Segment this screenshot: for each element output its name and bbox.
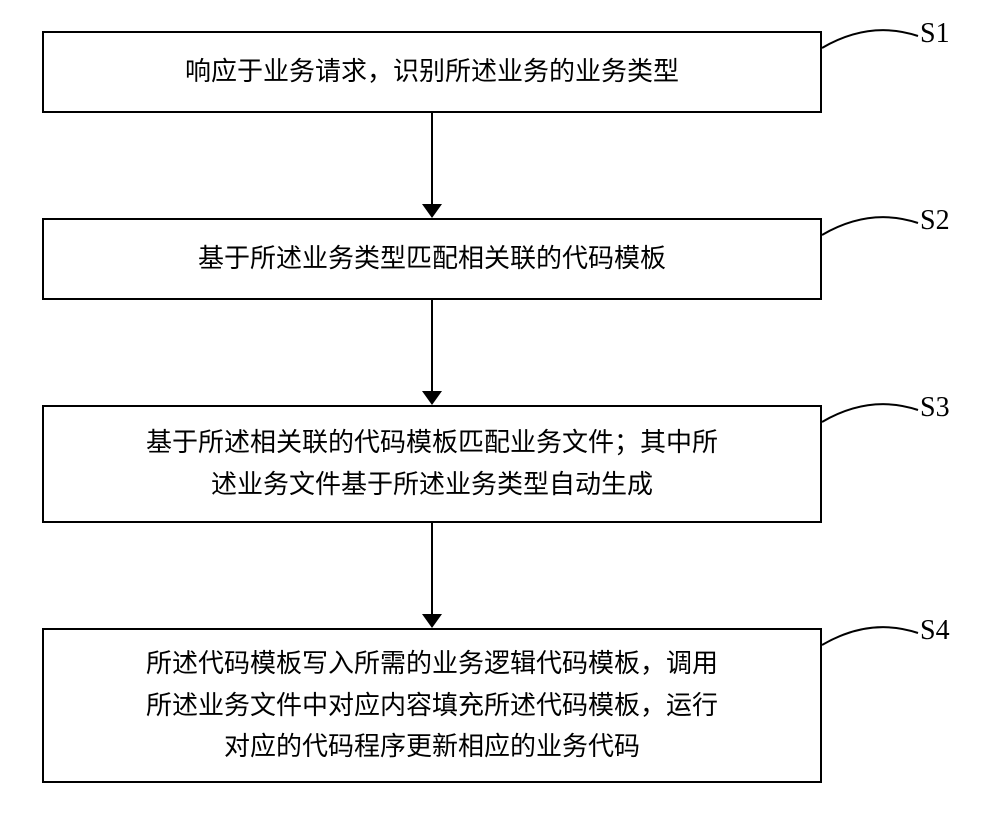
edge-s3-s4-head: [422, 614, 442, 628]
step-label-s1: S1: [920, 18, 950, 50]
flowchart-node-s4: 所述代码模板写入所需的业务逻辑代码模板，调用 所述业务文件中对应内容填充所述代码…: [42, 628, 822, 783]
node-text-s2: 基于所述业务类型匹配相关联的代码模板: [198, 238, 666, 280]
node-text-s3: 基于所述相关联的代码模板匹配业务文件；其中所 述业务文件基于所述业务类型自动生成: [146, 422, 718, 505]
flowchart-canvas: 响应于业务请求，识别所述业务的业务类型 S1 基于所述业务类型匹配相关联的代码模…: [0, 0, 1000, 814]
edge-s1-s2-line: [431, 113, 433, 206]
step-label-s2: S2: [920, 205, 950, 237]
flowchart-node-s2: 基于所述业务类型匹配相关联的代码模板: [42, 218, 822, 300]
node-text-s1: 响应于业务请求，识别所述业务的业务类型: [185, 51, 679, 93]
edge-s2-s3-head: [422, 391, 442, 405]
edge-s1-s2-head: [422, 204, 442, 218]
flowchart-node-s1: 响应于业务请求，识别所述业务的业务类型: [42, 31, 822, 113]
edge-s3-s4-line: [431, 523, 433, 616]
edge-s2-s3-line: [431, 300, 433, 393]
node-text-s4: 所述代码模板写入所需的业务逻辑代码模板，调用 所述业务文件中对应内容填充所述代码…: [146, 643, 718, 768]
step-label-s3: S3: [920, 392, 950, 424]
step-label-s4: S4: [920, 615, 950, 647]
flowchart-node-s3: 基于所述相关联的代码模板匹配业务文件；其中所 述业务文件基于所述业务类型自动生成: [42, 405, 822, 523]
